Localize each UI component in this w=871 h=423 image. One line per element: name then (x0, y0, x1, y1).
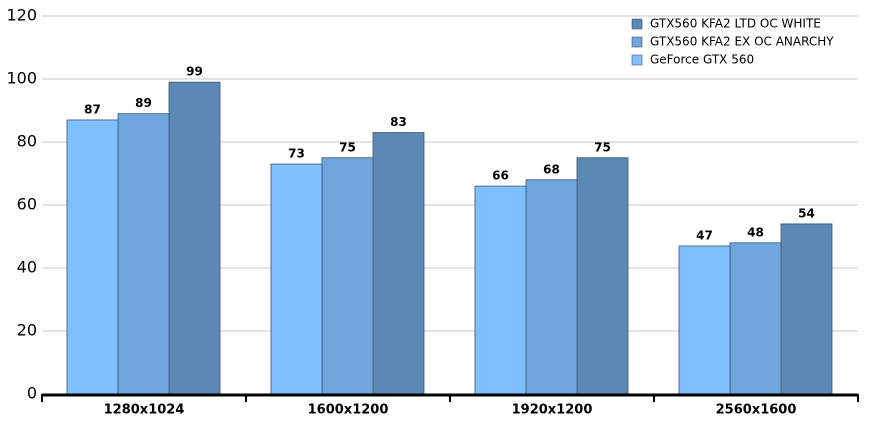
bar (474, 185, 527, 395)
legend-label: GTX560 KFA2 LTD OC WHITE (650, 17, 821, 31)
y-tick-label: 0 (27, 384, 37, 403)
y-tick-label: 100 (6, 69, 37, 88)
y-tick-label: 60 (17, 195, 37, 214)
value-label: 48 (747, 225, 764, 239)
x-tick-label: 1920x1200 (512, 403, 593, 418)
value-label: 83 (390, 115, 407, 129)
legend-swatch (631, 36, 643, 48)
bar (678, 245, 731, 395)
legend-swatch (631, 18, 643, 30)
value-label: 54 (798, 206, 815, 220)
value-label: 75 (339, 140, 356, 154)
legend-swatch (631, 54, 643, 66)
legend-label: GTX560 KFA2 EX OC ANARCHY (650, 35, 834, 49)
bar (576, 157, 629, 395)
value-label: 47 (696, 228, 713, 242)
value-label: 89 (135, 96, 152, 110)
bar (525, 179, 578, 395)
value-label: 75 (594, 140, 611, 154)
value-label: 68 (543, 162, 560, 176)
x-tick-label: 2560x1600 (716, 403, 797, 418)
value-label: 66 (492, 169, 509, 183)
bar (270, 163, 323, 395)
value-label: 99 (186, 65, 203, 79)
bar (321, 157, 374, 395)
y-tick-label: 120 (6, 6, 37, 25)
y-tick-label: 80 (17, 132, 37, 151)
legend-label: GeForce GTX 560 (650, 53, 754, 67)
bar (780, 223, 833, 395)
x-tick-label: 1280x1024 (104, 403, 185, 418)
x-tick-label: 1600x1200 (308, 403, 389, 418)
bar (66, 119, 119, 395)
value-label: 87 (84, 102, 101, 116)
value-label: 73 (288, 147, 305, 161)
bar (372, 132, 425, 395)
bar (168, 81, 221, 395)
bar (729, 242, 782, 395)
y-tick-label: 20 (17, 321, 37, 340)
bar (117, 113, 170, 395)
y-tick-label: 40 (17, 258, 37, 277)
